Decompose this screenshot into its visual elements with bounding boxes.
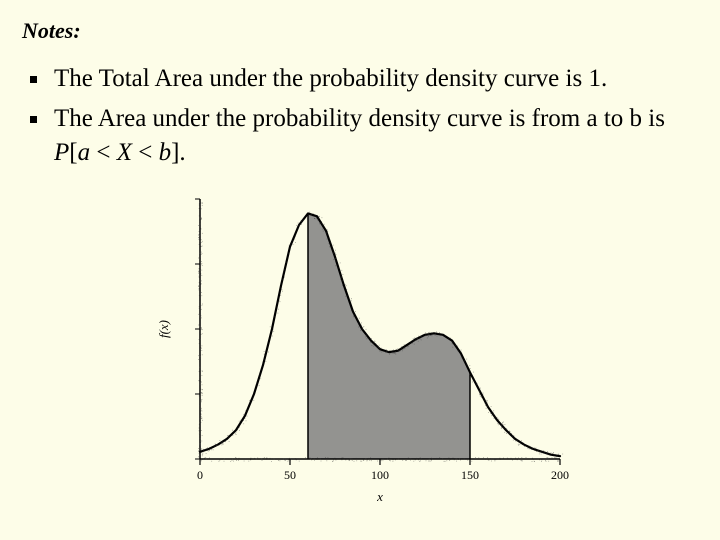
formula-a: a — [78, 139, 91, 166]
chart-container: 0 50 100 150 200 f(x) x — [22, 179, 698, 514]
formula-lt1: < — [90, 139, 117, 166]
density-chart: 0 50 100 150 200 f(x) x — [140, 179, 580, 509]
svg-text:f(x): f(x) — [156, 320, 171, 338]
list-item: The Area under the probability density c… — [22, 102, 698, 170]
svg-text:50: 50 — [284, 468, 296, 482]
formula-X: X — [117, 139, 132, 166]
svg-text:150: 150 — [461, 468, 479, 482]
notes-list: The Total Area under the probability den… — [22, 62, 698, 169]
svg-text:200: 200 — [551, 468, 569, 482]
list-item-pre: The Area under the probability density c… — [54, 105, 665, 132]
svg-text:x: x — [376, 489, 383, 504]
notes-heading: Notes: — [22, 18, 698, 44]
formula-b: b — [159, 139, 172, 166]
formula-close: ]. — [171, 139, 186, 166]
list-item-text: The Total Area under the probability den… — [54, 65, 607, 92]
svg-text:0: 0 — [197, 468, 203, 482]
svg-text:100: 100 — [371, 468, 389, 482]
formula-P: P — [54, 139, 69, 166]
formula-open: [ — [69, 139, 77, 166]
formula-lt2: < — [132, 139, 159, 166]
list-item: The Total Area under the probability den… — [22, 62, 698, 96]
